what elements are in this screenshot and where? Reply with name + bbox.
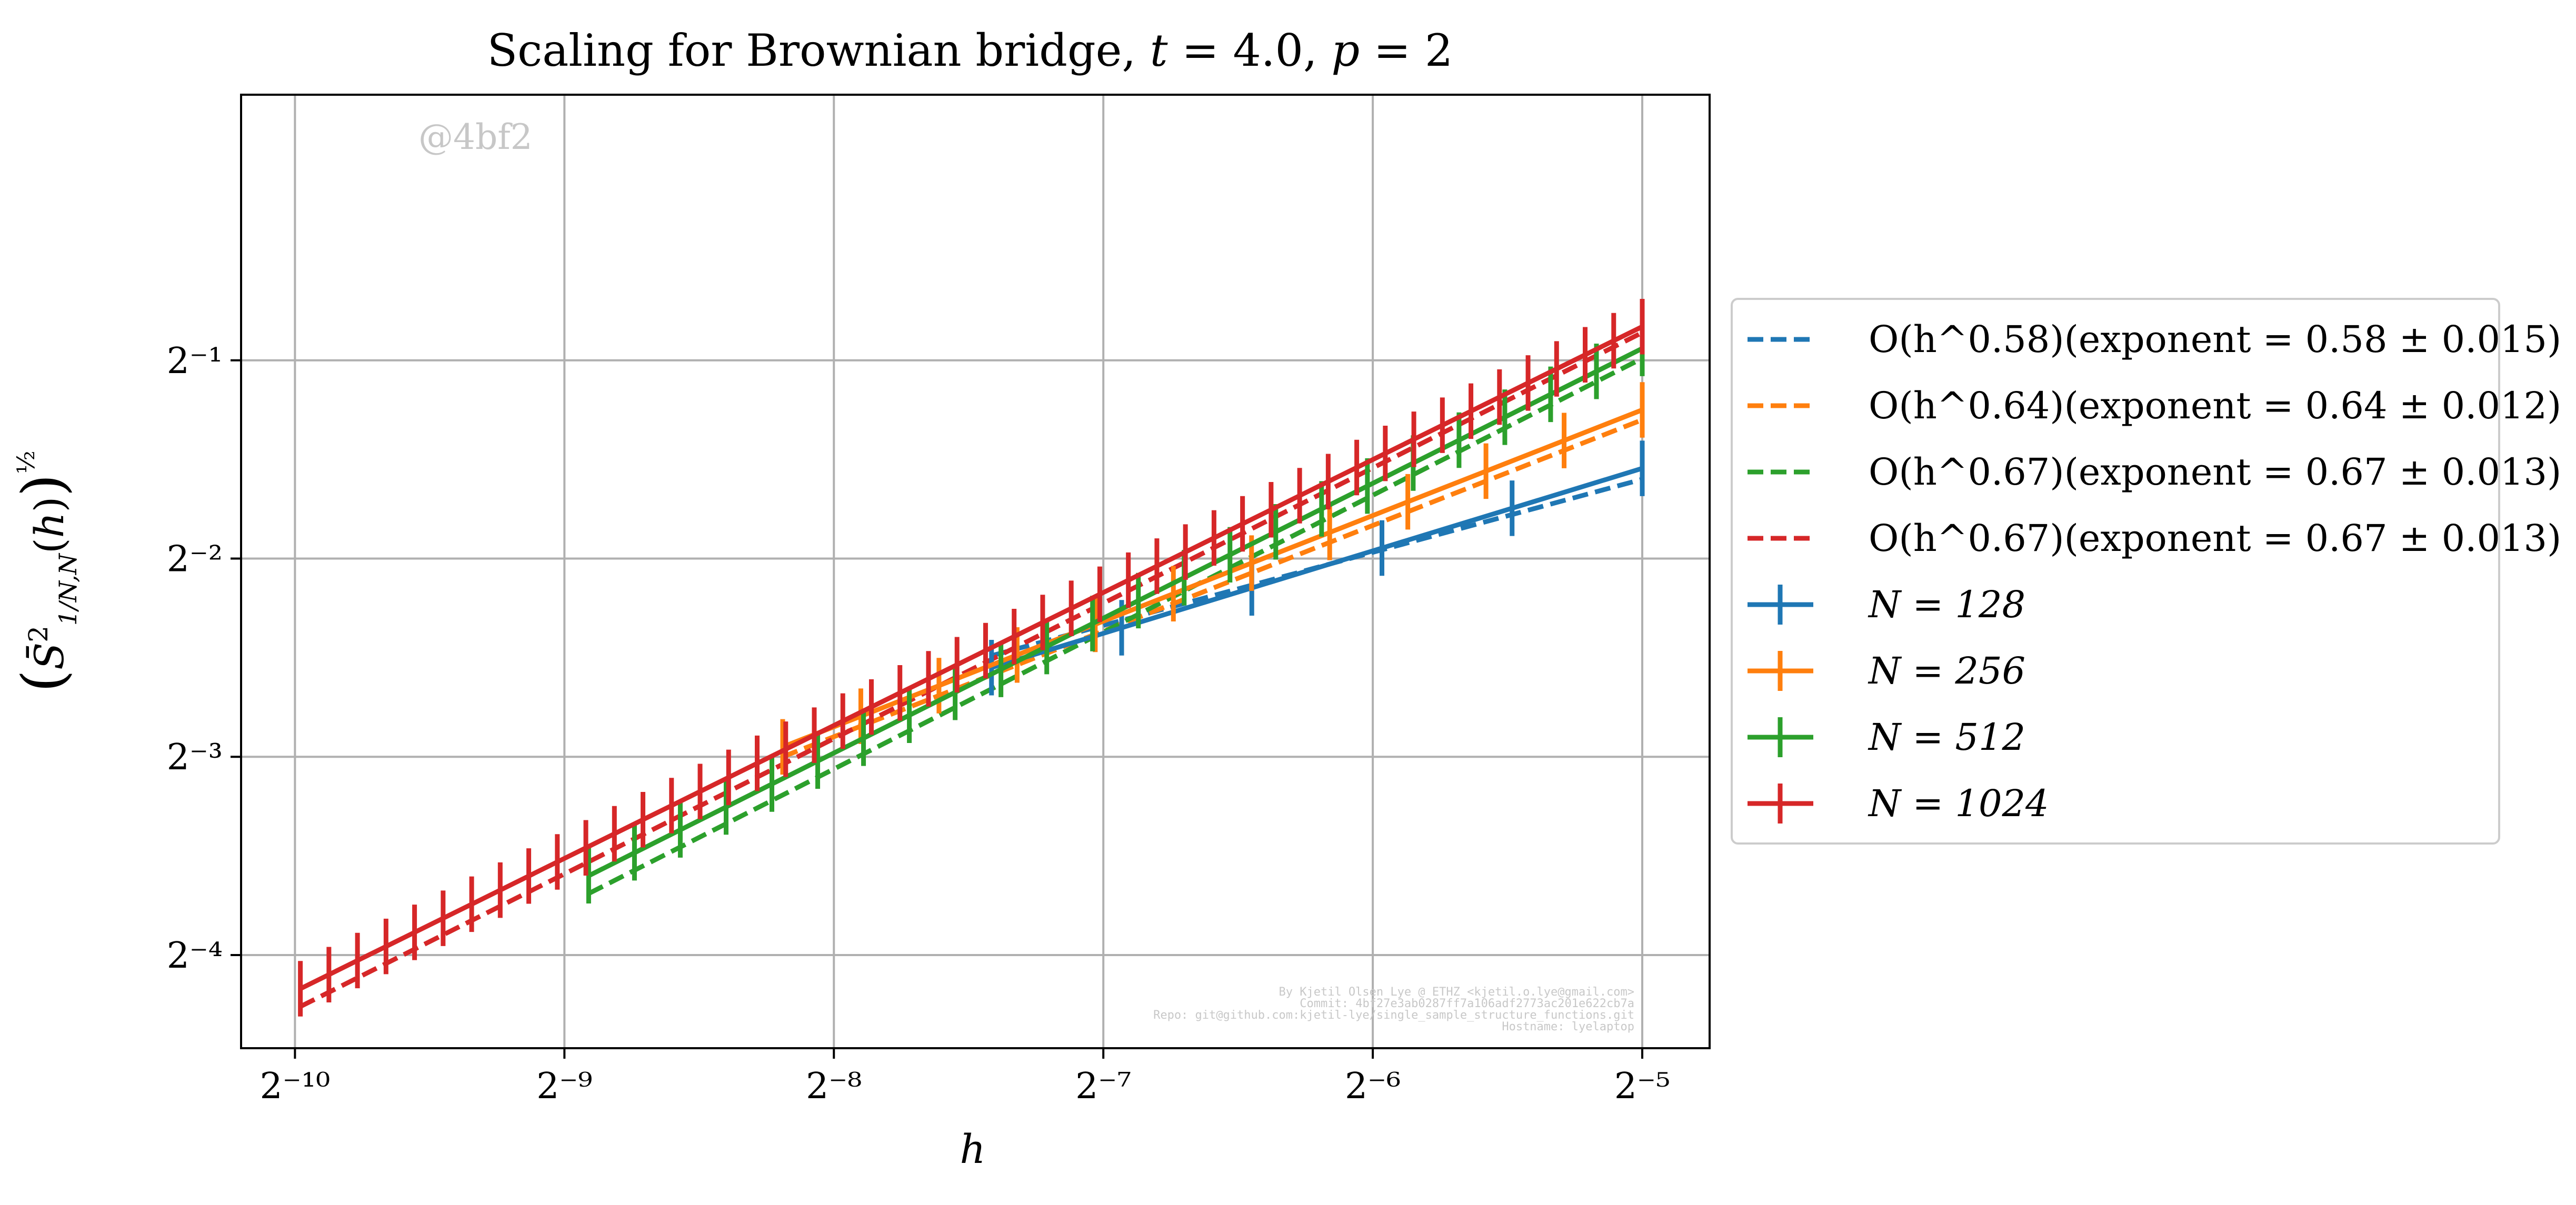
plot-frame bbox=[240, 94, 1711, 1049]
axis-ticks: 2⁻¹⁰ 2⁻⁹ 2⁻⁸ 2⁻⁷ 2⁻⁶ 2⁻⁵ 2⁻⁴ 2⁻³ 2⁻² 2⁻¹ bbox=[167, 340, 1671, 1107]
y-axis-label: (S̄21/N,N(h))½ bbox=[9, 450, 82, 692]
legend-series-label: N = 1024 bbox=[1868, 782, 2049, 825]
legend-series-label: N = 128 bbox=[1868, 583, 2025, 626]
legend-fit-label: O(h^0.67)(exponent = 0.67 ± 0.013) bbox=[1869, 450, 2561, 494]
series-line-4 bbox=[299, 324, 1643, 991]
footer-text: By Kjetil Olsen Lye @ ETHZ <kjetil.o.lye… bbox=[1153, 986, 1634, 1033]
data-series bbox=[298, 299, 1645, 1017]
legend-fit-label: O(h^0.64)(exponent = 0.64 ± 0.012) bbox=[1869, 384, 2561, 427]
y-tick-label: 2⁻¹ bbox=[167, 340, 223, 382]
legend-series-label: N = 256 bbox=[1868, 649, 2025, 692]
y-tick-label: 2⁻² bbox=[167, 539, 223, 580]
fit-line-4 bbox=[299, 330, 1644, 1009]
x-tick-label: 2⁻⁶ bbox=[1345, 1066, 1401, 1107]
legend-fit-label: O(h^0.58)(exponent = 0.58 ± 0.015) bbox=[1869, 318, 2561, 361]
x-tick-label: 2⁻⁹ bbox=[536, 1066, 592, 1107]
y-tick-label: 2⁻⁴ bbox=[167, 935, 223, 977]
footer-line-4: Hostname: lyelaptop bbox=[1502, 1020, 1634, 1033]
y-tick-label: 2⁻³ bbox=[167, 737, 223, 778]
fit-line-3 bbox=[587, 356, 1644, 896]
footer-line-2: Commit: 4bf27e3ab0287ff7a106adf2773ac201… bbox=[1300, 997, 1634, 1010]
legend: O(h^0.58)(exponent = 0.58 ± 0.015) O(h^0.… bbox=[1748, 318, 2561, 825]
x-tick-label: 2⁻⁷ bbox=[1075, 1066, 1131, 1107]
x-tick-label: 2⁻⁵ bbox=[1614, 1066, 1670, 1107]
footer-line-3: Repo: git@github.com:kjetil-lye/single_s… bbox=[1153, 1009, 1634, 1022]
legend-box bbox=[1731, 298, 2500, 845]
series-line-3 bbox=[587, 346, 1644, 878]
legend-series-label: N = 512 bbox=[1868, 716, 2025, 759]
grid-lines bbox=[241, 95, 1710, 1048]
watermark: @4bf2 bbox=[418, 117, 533, 157]
fit-line-2 bbox=[782, 417, 1643, 759]
x-tick-label: 2⁻¹⁰ bbox=[260, 1066, 331, 1107]
legend-fit-label: O(h^0.67)(exponent = 0.67 ± 0.013) bbox=[1869, 517, 2561, 560]
series-line-1 bbox=[991, 466, 1643, 670]
x-axis-label: h bbox=[960, 1126, 986, 1172]
x-tick-label: 2⁻⁸ bbox=[806, 1066, 862, 1107]
chart-title: Scaling for Brownian bridge, t = 4.0, p … bbox=[487, 25, 1453, 76]
footer-line-1: By Kjetil Olsen Lye @ ETHZ <kjetil.o.lye… bbox=[1279, 986, 1634, 999]
series-line-2 bbox=[782, 407, 1643, 749]
